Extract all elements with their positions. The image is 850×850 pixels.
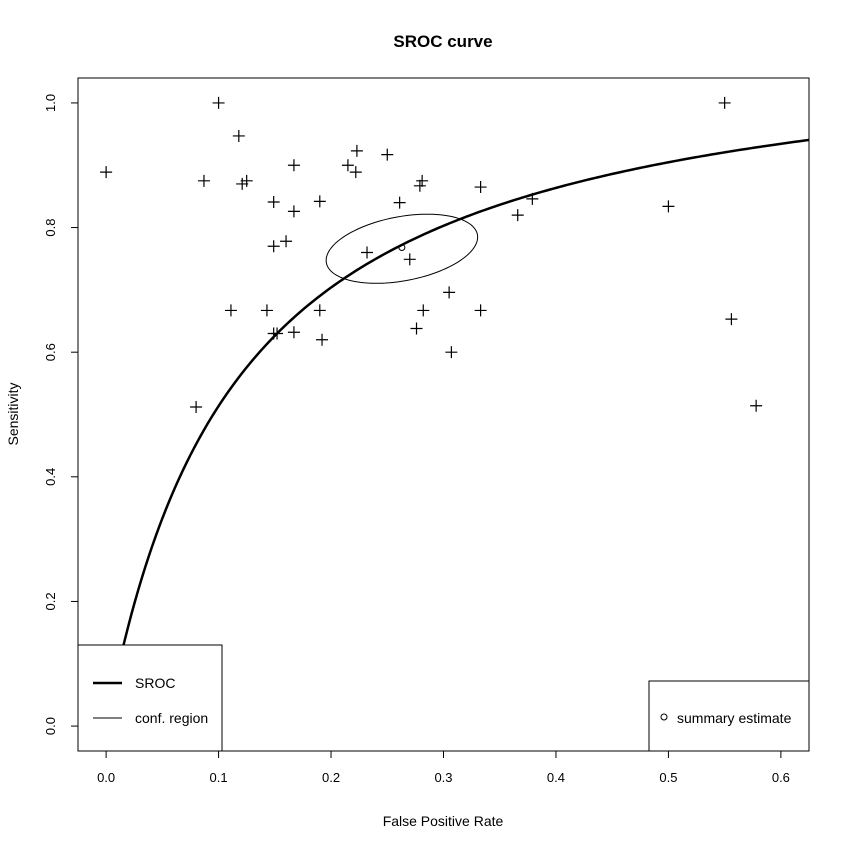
study-point <box>190 401 203 414</box>
y-tick-label: 1.0 <box>43 94 58 112</box>
study-point <box>212 96 225 109</box>
plot-content <box>100 96 810 672</box>
x-tick-label: 0.5 <box>659 770 677 785</box>
chart-title: SROC curve <box>393 32 492 51</box>
study-point <box>313 304 326 317</box>
study-point <box>100 166 113 179</box>
y-tick-label: 0.6 <box>43 343 58 361</box>
study-point <box>224 304 237 317</box>
study-point <box>271 327 284 340</box>
study-point <box>287 159 300 172</box>
y-tick-label: 0.0 <box>43 717 58 735</box>
confidence-region <box>325 213 479 284</box>
y-tick-label: 0.4 <box>43 468 58 486</box>
y-tick-label: 0.2 <box>43 592 58 610</box>
study-point <box>413 179 426 192</box>
study-point <box>474 304 487 317</box>
study-point <box>313 195 326 208</box>
summary-estimate-point <box>398 243 406 251</box>
study-point <box>240 174 253 187</box>
study-point <box>474 181 487 194</box>
study-point <box>280 235 293 248</box>
study-point <box>410 322 423 335</box>
study-point <box>316 333 329 346</box>
legend-summary-swatch <box>660 713 668 721</box>
legend-conf-region-label: conf. region <box>135 710 208 726</box>
study-point <box>232 129 245 142</box>
x-tick-label: 0.1 <box>210 770 228 785</box>
study-point <box>361 246 374 259</box>
study-point <box>662 200 675 213</box>
study-point <box>267 196 280 209</box>
study-point <box>417 304 430 317</box>
legend-summary-label: summary estimate <box>677 710 792 726</box>
x-tick-label: 0.2 <box>322 770 340 785</box>
y-tick-label: 0.8 <box>43 219 58 237</box>
study-point <box>267 240 280 253</box>
study-point <box>511 209 524 222</box>
axis-ticks: 0.0 0.1 0.2 0.3 0.4 0.5 0.6 0.0 0.2 0.4 0.6 0.8 1.0 <box>43 94 790 785</box>
study-point <box>416 174 429 187</box>
study-point <box>445 346 458 359</box>
study-point <box>350 144 363 157</box>
study-point <box>750 399 763 412</box>
x-tick-label: 0.4 <box>547 770 565 785</box>
study-point <box>526 192 539 205</box>
study-point <box>349 166 362 179</box>
study-point <box>381 148 394 161</box>
study-point <box>341 159 354 172</box>
x-tick-label: 0.3 <box>434 770 452 785</box>
study-point <box>718 96 731 109</box>
legend-right-box <box>648 680 810 752</box>
study-point <box>725 313 738 326</box>
y-axis-label: Sensitivity <box>5 382 21 445</box>
study-point <box>260 304 273 317</box>
plot-frame <box>77 77 810 752</box>
study-point <box>287 205 300 218</box>
legend-left-box <box>77 644 223 752</box>
legend-sroc-label: SROC <box>135 675 175 691</box>
study-point <box>403 253 416 266</box>
study-point <box>197 174 210 187</box>
sroc-curve <box>116 138 810 672</box>
x-tick-label: 0.6 <box>772 770 790 785</box>
x-tick-label: 0.0 <box>97 770 115 785</box>
study-point <box>443 286 456 299</box>
study-point <box>287 326 300 339</box>
legend-left: SROC conf. region <box>77 644 223 752</box>
study-point <box>393 196 406 209</box>
x-axis-label: False Positive Rate <box>383 813 504 829</box>
legend-right: summary estimate <box>648 680 810 752</box>
